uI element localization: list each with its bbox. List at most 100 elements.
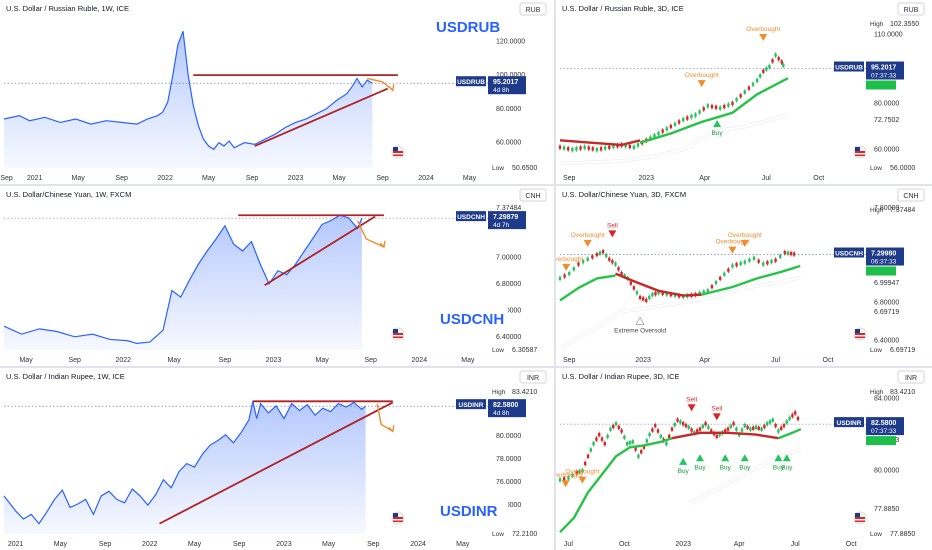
y-tick-label: 6.69719 bbox=[874, 309, 899, 316]
candle-body bbox=[586, 257, 589, 261]
moving-average-line bbox=[559, 276, 801, 350]
signal-label: Buy bbox=[739, 464, 751, 471]
candle-body bbox=[748, 258, 751, 262]
y-tick-label: 110.0000 bbox=[874, 31, 903, 38]
candle-body bbox=[771, 418, 774, 422]
chart-panel-usdinr-3d[interactable]: U.S. Dollar / Indian Rupee, 3D, ICE INR 84… bbox=[556, 368, 932, 550]
candle-body bbox=[690, 114, 693, 119]
chart-panel-usdcnh-1w[interactable]: U.S. Dollar/Chinese Yuan, 1W, FXCM CNH 7.3… bbox=[0, 186, 554, 366]
chart-canvas: U.S. Dollar/Chinese Yuan, 3D, FXCM CNH 7.8… bbox=[556, 188, 925, 364]
x-tick-label: Sep bbox=[68, 357, 81, 364]
low-label: Low bbox=[492, 531, 504, 538]
candle-body bbox=[768, 65, 771, 69]
signal-label: Buy bbox=[720, 464, 732, 471]
trend-line bbox=[159, 401, 394, 525]
candle-body bbox=[620, 272, 623, 276]
candle-body bbox=[609, 427, 612, 431]
candle-body bbox=[578, 470, 581, 474]
price-pill-value: 95.2017 bbox=[493, 79, 518, 86]
x-tick-label: 2023 bbox=[638, 175, 654, 182]
low-label: Low bbox=[870, 347, 882, 354]
candle-body bbox=[706, 289, 710, 293]
candle-body bbox=[659, 434, 662, 439]
price-pill bbox=[488, 76, 526, 95]
candle-body bbox=[600, 437, 604, 441]
candle-body bbox=[668, 434, 671, 439]
candle-body bbox=[679, 420, 682, 424]
y-tick-label: 77.8850 bbox=[874, 506, 899, 513]
candle-body bbox=[656, 429, 660, 433]
chart-panel-usdinr-1w[interactable]: U.S. Dollar / Indian Rupee, 1W, ICE INR 80… bbox=[0, 368, 554, 550]
chart-title: U.S. Dollar / Indian Rupee, 3D, ICE bbox=[562, 372, 680, 381]
candle-body bbox=[690, 428, 693, 432]
y-tick-label: 80.0000 bbox=[496, 433, 521, 440]
candle-body bbox=[628, 144, 632, 149]
x-tick-label: 2022 bbox=[157, 175, 173, 182]
chart-title: U.S. Dollar/Chinese Yuan, 3D, FXCM bbox=[562, 190, 686, 199]
candle-body bbox=[727, 268, 730, 272]
signal-down-marker bbox=[687, 404, 696, 412]
x-tick-label: Sep bbox=[364, 357, 377, 364]
candle-body bbox=[710, 104, 714, 109]
candle-body bbox=[562, 146, 566, 150]
candle-body bbox=[788, 416, 791, 420]
signal-label: Overbought bbox=[556, 256, 583, 263]
candle-body bbox=[611, 260, 614, 264]
symbol-pill bbox=[456, 76, 486, 87]
low-label: Low bbox=[870, 165, 882, 172]
price-pill-value: 82.5800 bbox=[871, 420, 896, 427]
moving-average-line bbox=[777, 428, 802, 440]
x-tick-label: Sep bbox=[376, 175, 389, 182]
chart-panel-usdcnh-3d[interactable]: U.S. Dollar/Chinese Yuan, 3D, FXCM CNH 7.8… bbox=[556, 186, 932, 366]
x-tick-label: Oct bbox=[846, 541, 857, 548]
candle-body bbox=[779, 254, 782, 259]
chart-canvas: U.S. Dollar/Chinese Yuan, 1W, FXCM CNH 7.3… bbox=[3, 188, 547, 364]
currency-badge bbox=[519, 370, 547, 384]
price-pill bbox=[866, 417, 904, 436]
y-tick-label: 7.80000 bbox=[874, 205, 899, 212]
symbol-pill-label: USDRUB bbox=[835, 65, 863, 72]
symbol-box bbox=[436, 498, 508, 522]
signal-down-marker bbox=[578, 476, 587, 484]
x-tick-label: May bbox=[202, 175, 216, 182]
x-tick-label: May bbox=[72, 175, 86, 182]
candle-body bbox=[673, 423, 676, 427]
x-tick-label: Sep bbox=[99, 541, 112, 548]
x-tick-label: 2021 bbox=[8, 541, 24, 548]
candle-body bbox=[673, 293, 677, 297]
candle-body bbox=[766, 422, 769, 426]
candle-body bbox=[673, 122, 677, 126]
signal-label: Buy bbox=[711, 130, 723, 137]
candle-body bbox=[746, 425, 749, 429]
chart-title: U.S. Dollar / Russian Ruble, 3D, ICE bbox=[562, 4, 684, 13]
price-pill bbox=[488, 399, 526, 418]
currency-badge bbox=[519, 2, 547, 16]
candle-body bbox=[649, 136, 652, 140]
symbol-pill bbox=[834, 417, 864, 428]
x-tick-label: May bbox=[332, 175, 346, 182]
horizontal-divider bbox=[0, 366, 932, 368]
y-tick-label: 6.80000 bbox=[874, 299, 899, 306]
moving-average-line bbox=[614, 272, 702, 297]
price-pill bbox=[488, 211, 526, 230]
countdown-label: 07:37:33 bbox=[871, 428, 897, 435]
chart-panel-usdrub-3d[interactable]: U.S. Dollar / Russian Ruble, 3D, ICE RUB 1… bbox=[556, 0, 932, 184]
chart-panel-usdrub-1w[interactable]: U.S. Dollar / Russian Ruble, 1W, ICE RUB 1… bbox=[0, 0, 554, 184]
signal-down-marker bbox=[712, 413, 721, 421]
candle-body bbox=[726, 427, 730, 431]
candle-body bbox=[786, 251, 790, 255]
y-tick-label: 74.0000 bbox=[496, 502, 521, 509]
candle-body bbox=[780, 60, 783, 64]
signal-down-marker bbox=[608, 230, 617, 238]
symbol-pill-label: USDCNH bbox=[835, 251, 863, 258]
signal-down-marker bbox=[728, 246, 737, 254]
symbol-pill-label: USDINR bbox=[459, 402, 484, 409]
y-tick-label: 80.0000 bbox=[496, 106, 521, 113]
x-tick-label: Jul bbox=[791, 541, 800, 548]
candle-body bbox=[714, 280, 718, 285]
candle-body bbox=[648, 295, 651, 300]
candle-body bbox=[605, 253, 608, 258]
signal-label: Overbought bbox=[715, 239, 749, 246]
candle-body bbox=[595, 252, 599, 257]
x-tick-label: Sep bbox=[563, 175, 576, 182]
